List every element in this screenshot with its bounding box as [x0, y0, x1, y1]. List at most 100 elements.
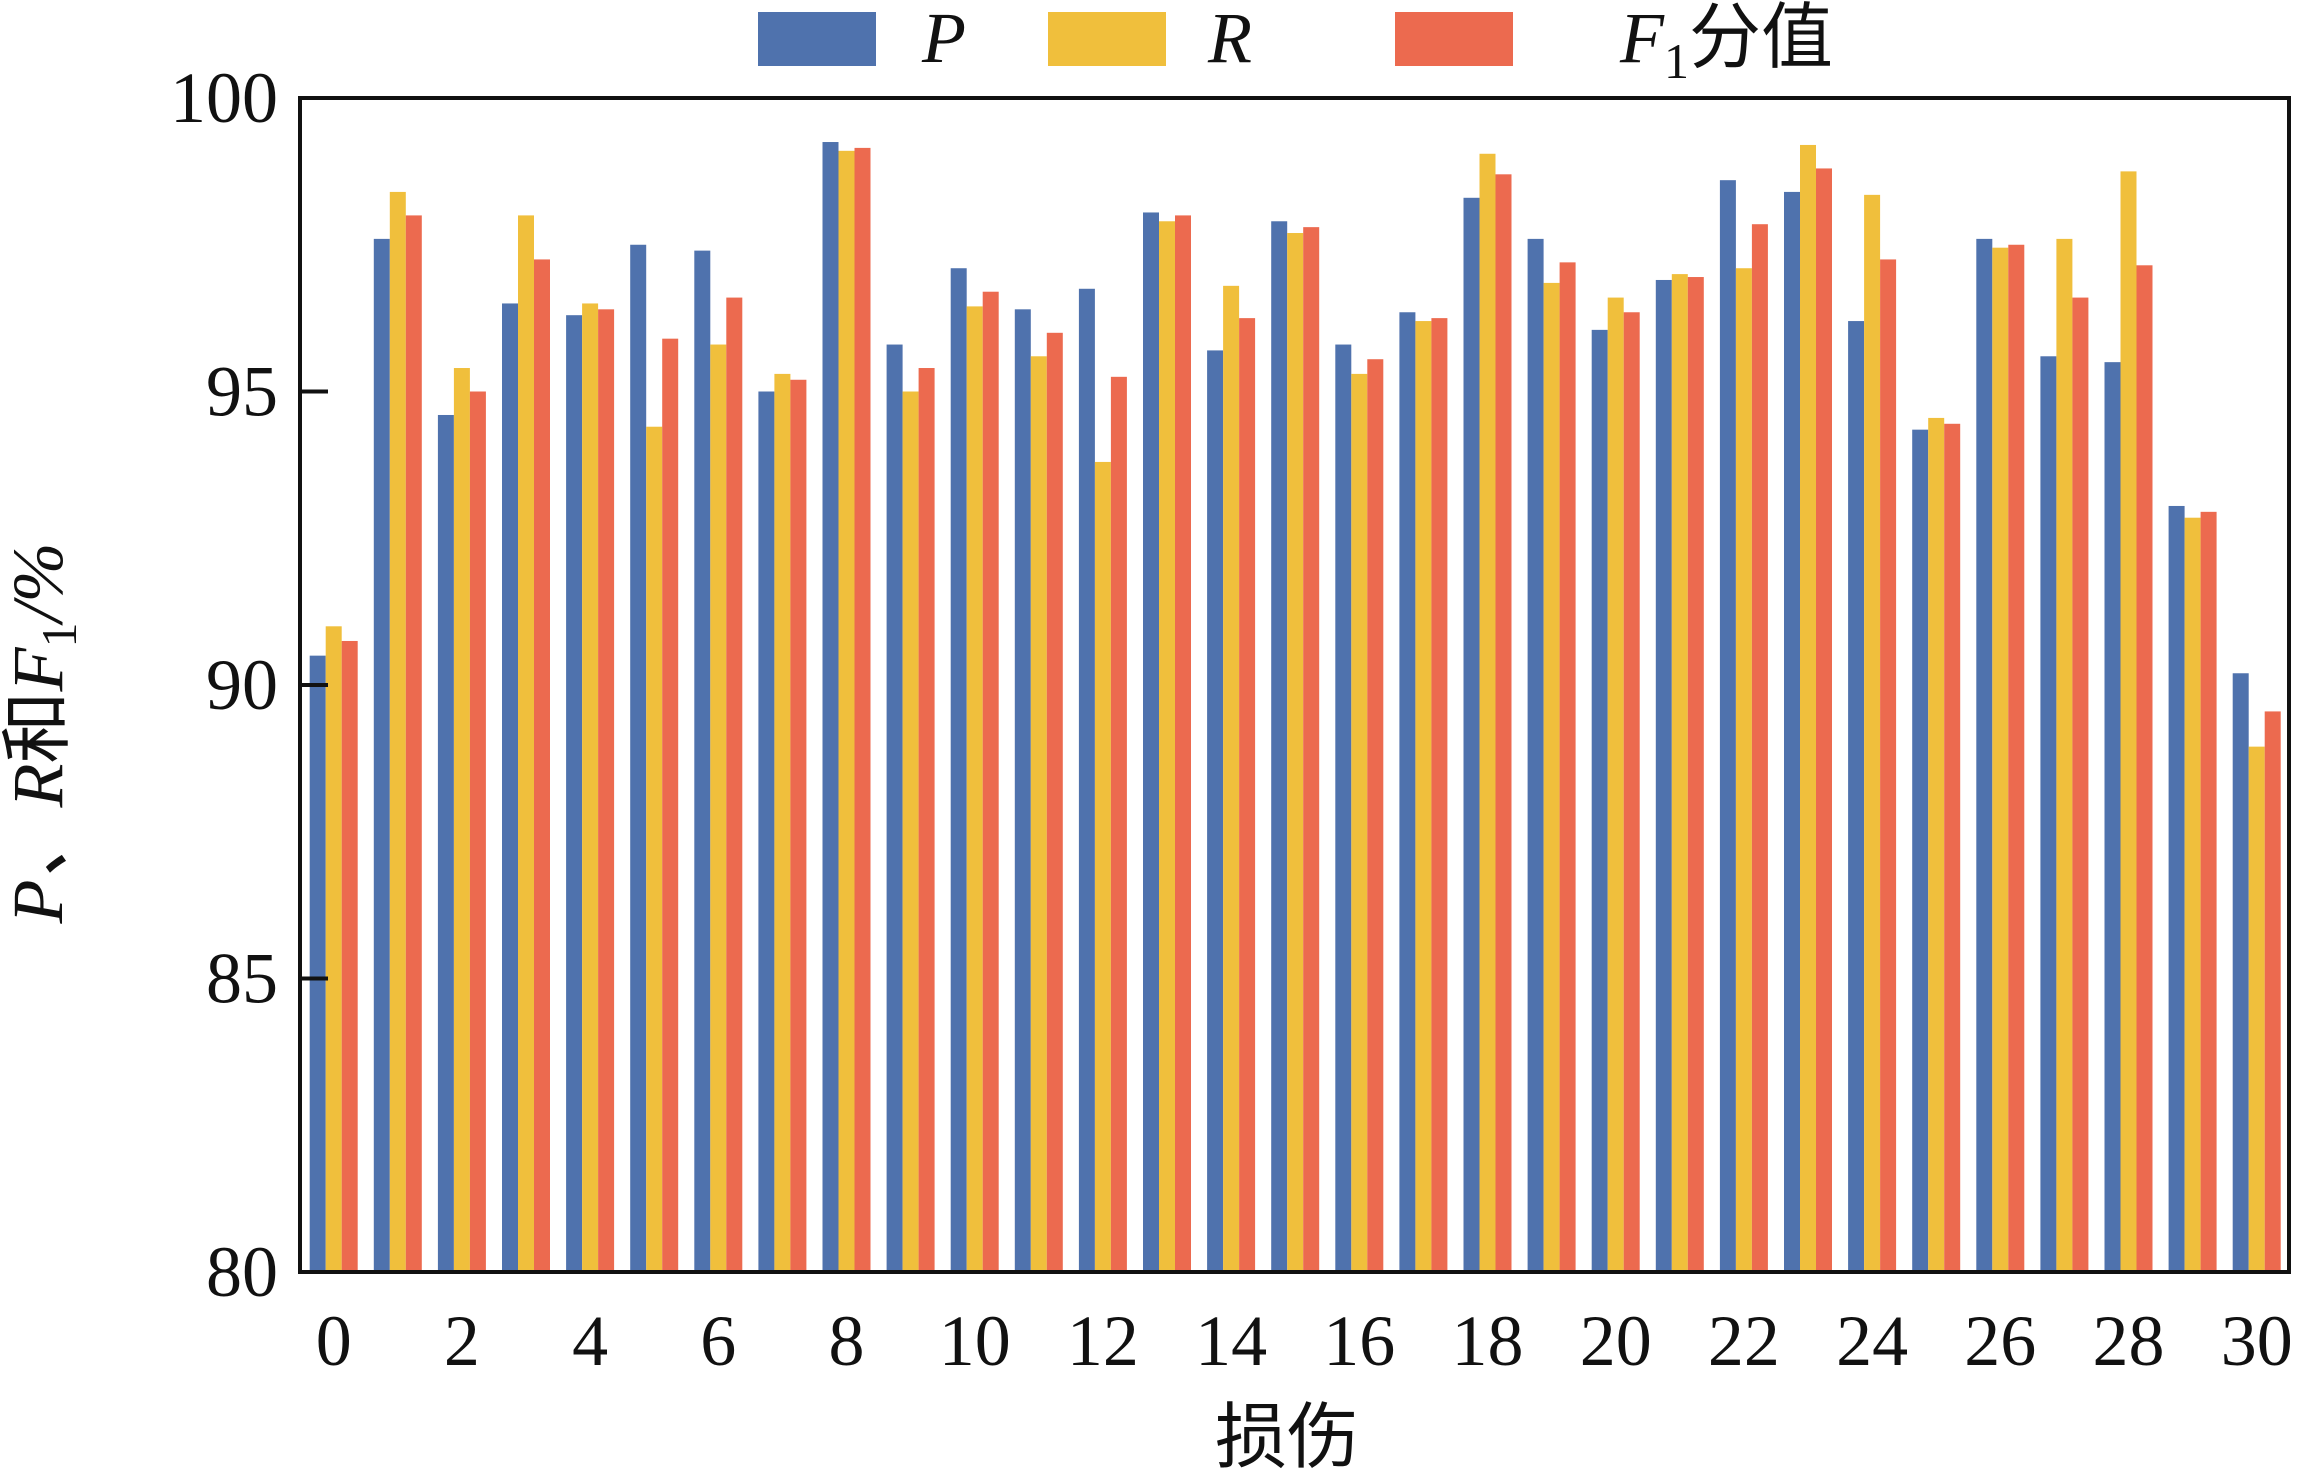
x-tick-label: 0 [316, 1301, 352, 1381]
y-label-part: 和 [0, 691, 78, 763]
x-tick-label: 18 [1452, 1301, 1524, 1381]
bar-F1分值-27 [2072, 297, 2089, 1273]
y-tick-label: 100 [170, 58, 278, 138]
x-tick-label: 16 [1323, 1301, 1395, 1381]
bar-F1分值-11 [1046, 332, 1063, 1272]
bar-P-27 [2040, 356, 2057, 1272]
bar-P-5 [630, 244, 647, 1272]
bar-F1分值-8 [854, 147, 871, 1272]
bar-F1分值-29 [2200, 511, 2217, 1273]
x-axis: 0 2 4 6 8 10 12 14 16 18 20 22 24 26 28 30 [316, 1301, 2293, 1381]
bar-P-15 [1271, 221, 1288, 1272]
bar-F1分值-22 [1751, 224, 1768, 1273]
bar-F1分值-28 [2136, 265, 2153, 1272]
bar-P-25 [1912, 429, 1929, 1272]
bar-F1分值-2 [469, 391, 486, 1272]
y-tick-label: 80 [206, 1232, 278, 1312]
bar-R-11 [1030, 356, 1047, 1272]
bar-R-27 [2056, 238, 2073, 1272]
y-tick-label: 90 [206, 645, 278, 725]
x-tick-label: 10 [939, 1301, 1011, 1381]
y-axis: 80 85 90 95 100 [170, 58, 328, 1312]
bar-P-2 [437, 414, 454, 1273]
bar-F1分值-13 [1175, 215, 1191, 1272]
bar-P-7 [758, 391, 775, 1272]
bar-R-2 [453, 368, 470, 1272]
legend-swatch-0 [758, 12, 876, 66]
bar-P-16 [1335, 344, 1352, 1272]
y-label-part: F [0, 646, 78, 692]
bar-F1分值-18 [1495, 174, 1512, 1272]
bar-P-19 [1527, 238, 1544, 1272]
legend-label-1: R [1207, 0, 1252, 78]
bar-P-18 [1463, 197, 1480, 1272]
bar-F1分值-12 [1110, 376, 1127, 1272]
y-label-sub: 1 [31, 623, 87, 648]
bar-F1分值-7 [790, 379, 807, 1272]
bar-R-23 [1800, 144, 1816, 1273]
bar-P-3 [502, 303, 518, 1272]
bar-F1分值-16 [1367, 359, 1384, 1273]
y-label-part: P、 [0, 807, 78, 924]
x-tick-label: 6 [700, 1301, 736, 1381]
legend-swatch-2 [1395, 12, 1513, 66]
bar-R-28 [2120, 171, 2137, 1272]
bar-P-30 [2232, 673, 2249, 1272]
bar-F1分值-5 [662, 338, 679, 1272]
bar-F1分值-3 [534, 259, 550, 1272]
legend-swatch-1 [1048, 12, 1166, 66]
y-tick-label: 95 [206, 352, 278, 432]
bar-P-0 [309, 655, 326, 1272]
bar-P-21 [1655, 279, 1672, 1273]
bar-R-16 [1351, 373, 1368, 1272]
bar-R-19 [1543, 282, 1560, 1272]
legend-sub: 1 [1664, 33, 1689, 89]
bars [309, 142, 2281, 1273]
bar-R-9 [902, 391, 919, 1272]
x-tick-label: 14 [1195, 1301, 1267, 1381]
bar-R-7 [774, 373, 791, 1272]
bar-F1分值-0 [341, 640, 358, 1272]
bar-P-9 [886, 344, 903, 1272]
bar-R-21 [1671, 274, 1688, 1273]
x-tick-label: 30 [2221, 1301, 2293, 1381]
bar-F1分值-9 [918, 368, 935, 1272]
bar-P-17 [1399, 312, 1416, 1272]
legend: P R F1分值 [758, 0, 1833, 89]
bar-P-8 [822, 142, 839, 1272]
x-tick-label: 26 [1964, 1301, 2036, 1381]
bar-P-13 [1143, 212, 1159, 1273]
bar-R-20 [1607, 297, 1624, 1273]
legend-name: P [921, 0, 966, 78]
x-tick-label: 8 [829, 1301, 865, 1381]
bar-F1分值-30 [2264, 711, 2281, 1272]
bar-P-1 [373, 238, 390, 1272]
bar-R-26 [1992, 247, 2009, 1272]
bar-F1分值-6 [726, 297, 743, 1273]
bar-R-4 [582, 303, 599, 1272]
x-tick-label: 28 [2093, 1301, 2165, 1381]
bar-R-13 [1159, 221, 1175, 1272]
bar-R-8 [838, 150, 855, 1273]
bar-R-10 [966, 306, 983, 1272]
bar-F1分值-20 [1623, 312, 1640, 1272]
legend-name: F [1619, 0, 1665, 78]
y-tick-label: 85 [206, 939, 278, 1019]
bar-F1分值-26 [2008, 244, 2025, 1272]
bar-R-15 [1287, 233, 1304, 1272]
bar-F1分值-10 [982, 291, 999, 1273]
bar-R-29 [2184, 517, 2201, 1272]
bar-R-1 [389, 191, 406, 1272]
bar-F1分值-19 [1559, 262, 1576, 1272]
bar-R-17 [1415, 321, 1432, 1272]
bar-R-3 [518, 215, 534, 1272]
x-axis-label: 损伤 [1215, 1398, 1359, 1476]
bar-P-12 [1078, 288, 1095, 1272]
bar-R-30 [2248, 746, 2265, 1272]
bar-F1分值-23 [1816, 168, 1832, 1273]
x-tick-label: 20 [1580, 1301, 1652, 1381]
y-axis-label: P、R和F1/% [0, 543, 87, 925]
bar-R-6 [710, 344, 727, 1272]
bar-P-28 [2104, 362, 2121, 1272]
